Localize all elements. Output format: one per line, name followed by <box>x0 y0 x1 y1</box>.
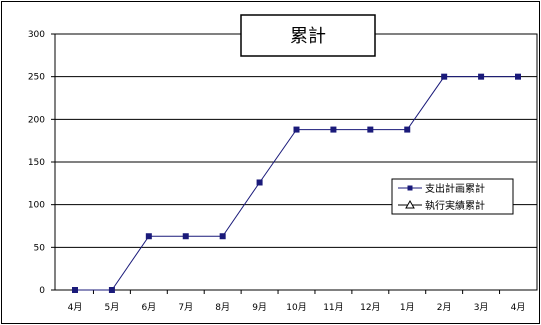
y-tick-label: 100 <box>28 201 45 211</box>
data-point <box>182 233 189 240</box>
y-tick-label: 0 <box>39 286 45 296</box>
data-point <box>72 287 78 293</box>
x-tick-label: 3月 <box>474 302 489 313</box>
chart-title: 累計 <box>290 26 326 47</box>
x-tick-label: 10月 <box>286 302 306 313</box>
legend: 支出計画累計 執行実績累計 <box>391 178 514 215</box>
x-tick-label: 9月 <box>252 302 267 313</box>
data-point <box>145 233 152 240</box>
x-tick-label: 4月 <box>68 302 83 313</box>
y-tick-label: 50 <box>34 243 46 253</box>
series-lines <box>72 73 521 293</box>
data-point <box>404 126 411 133</box>
data-point <box>441 73 448 80</box>
x-tick-label: 11月 <box>323 302 343 313</box>
legend-label-actual: 執行実績累計 <box>425 199 485 212</box>
y-tick-label: 200 <box>28 115 45 125</box>
y-tick-label: 300 <box>28 30 45 40</box>
data-point <box>367 126 374 133</box>
data-point <box>256 179 263 186</box>
chart-title-box: 累計 <box>240 14 376 57</box>
legend-item-plan: 支出計画累計 <box>398 182 485 195</box>
x-tick-label: 4月 <box>511 302 526 313</box>
legend-square-marker <box>407 185 413 191</box>
data-point <box>108 287 115 293</box>
legend-triangle-marker <box>405 199 415 209</box>
data-point <box>219 233 226 240</box>
x-tick-label: 8月 <box>215 302 230 313</box>
legend-label-plan: 支出計画累計 <box>425 182 485 195</box>
x-tick-label: 7月 <box>178 302 193 313</box>
y-tick-label: 150 <box>28 158 45 168</box>
x-tick-label: 5月 <box>105 302 120 313</box>
y-axis-ticks: 0 50 100 150 200 250 300 <box>28 30 55 296</box>
x-axis-ticks: 4月 5月 6月 7月 8月 9月 10月 11月 12月 1月 2月 3月 4月 <box>68 290 526 313</box>
data-point <box>478 73 485 80</box>
x-tick-label: 2月 <box>437 302 452 313</box>
legend-item-actual: 執行実績累計 <box>398 199 485 212</box>
data-point <box>330 126 337 133</box>
x-tick-label: 6月 <box>141 302 156 313</box>
x-tick-label: 12月 <box>360 302 380 313</box>
data-point <box>293 126 300 133</box>
x-tick-label: 1月 <box>400 302 415 313</box>
data-point <box>515 73 521 80</box>
y-tick-label: 250 <box>28 73 45 83</box>
